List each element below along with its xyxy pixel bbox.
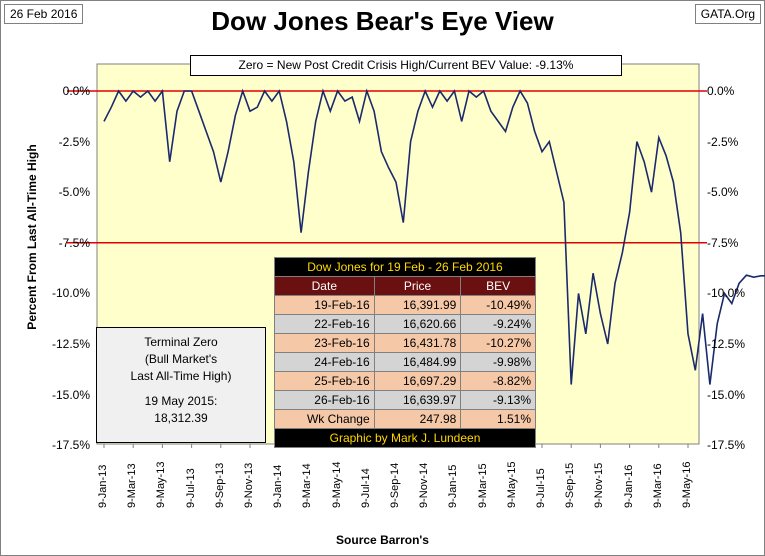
- x-tick-label: 9-Jul-14: [359, 468, 372, 508]
- cell-price: 16,639.97: [373, 390, 462, 410]
- terminal-line-2: (Bull Market's: [144, 352, 218, 366]
- cell-price: 16,391.99: [373, 295, 462, 315]
- col-header-bev: BEV: [460, 276, 536, 296]
- x-tick-label: 9-Mar-16: [651, 463, 664, 508]
- wk-change-bev: 1.51%: [460, 409, 536, 429]
- x-tick-label: 9-May-13: [155, 461, 168, 508]
- wk-change-price: 247.98: [373, 409, 462, 429]
- x-tick-label: 9-May-14: [330, 461, 343, 508]
- wk-change-row: Wk Change 247.98 1.51%: [274, 409, 536, 429]
- source-tag: GATA.Org: [694, 4, 761, 24]
- x-axis-label: Source Barron's: [336, 533, 429, 547]
- x-tick-label: 9-Sep-15: [564, 462, 577, 508]
- table-row: 23-Feb-16 16,431.78 -10.27%: [274, 333, 536, 353]
- x-tick-label: 9-Jan-15: [447, 464, 460, 508]
- terminal-line-1: Terminal Zero: [144, 335, 218, 349]
- cell-bev: -8.82%: [460, 371, 536, 391]
- cell-date: 24-Feb-16: [274, 352, 375, 372]
- y-tick-right: -7.5%: [707, 235, 739, 250]
- cell-price: 16,484.99: [373, 352, 462, 372]
- cell-price: 16,697.29: [373, 371, 462, 391]
- weekly-data-table: Dow Jones for 19 Feb - 26 Feb 2016 Date …: [274, 257, 536, 448]
- x-tick-label: 9-Jul-13: [184, 468, 197, 508]
- y-tick-left: -10.0%: [51, 286, 90, 301]
- table-row: 22-Feb-16 16,620.66 -9.24%: [274, 314, 536, 334]
- x-tick-label: 9-Mar-14: [301, 463, 314, 508]
- chart-subtitle: Zero = New Post Credit Crisis High/Curre…: [190, 55, 622, 76]
- date-label: 26 Feb 2016: [4, 4, 84, 24]
- y-tick-right: -2.5%: [707, 134, 739, 149]
- cell-bev: -10.49%: [460, 295, 536, 315]
- table-footer: Graphic by Mark J. Lundeen: [274, 428, 536, 448]
- wk-change-label: Wk Change: [274, 409, 375, 429]
- y-tick-left: -7.5%: [58, 235, 90, 250]
- y-tick-right: 0.0%: [707, 84, 735, 98]
- cell-bev: -9.98%: [460, 352, 536, 372]
- terminal-line-3: Last All-Time High): [130, 369, 232, 383]
- terminal-line-5: 18,312.39: [154, 411, 208, 425]
- cell-bev: -9.24%: [460, 314, 536, 334]
- terminal-zero-box: Terminal Zero (Bull Market's Last All-Ti…: [96, 327, 266, 443]
- x-tick-label: 9-Mar-13: [126, 463, 139, 508]
- cell-price: 16,431.78: [373, 333, 462, 353]
- y-tick-right: -10.0%: [707, 286, 746, 301]
- terminal-line-4: 19 May 2015:: [144, 394, 218, 408]
- cell-date: 22-Feb-16: [274, 314, 375, 334]
- cell-bev: -9.13%: [460, 390, 536, 410]
- col-header-price: Price: [373, 276, 462, 296]
- y-tick-right: -15.0%: [707, 387, 746, 402]
- chart-title: Dow Jones Bear's Eye View: [211, 6, 554, 36]
- y-tick-left: -2.5%: [58, 134, 90, 149]
- x-tick-label: 9-Jan-14: [272, 464, 285, 508]
- table-title: Dow Jones for 19 Feb - 26 Feb 2016: [274, 257, 536, 277]
- y-tick-left: -17.5%: [51, 438, 90, 453]
- table-row: 19-Feb-16 16,391.99 -10.49%: [274, 295, 536, 315]
- y-tick-right: -17.5%: [707, 438, 746, 453]
- x-tick-label: 9-Mar-15: [476, 463, 489, 508]
- x-tick-label: 9-Sep-14: [389, 462, 401, 508]
- table-row: 26-Feb-16 16,639.97 -9.13%: [274, 390, 536, 410]
- x-tick-label: 9-Nov-14: [418, 462, 431, 508]
- cell-date: 19-Feb-16: [274, 295, 375, 315]
- x-tick-label: 9-May-16: [681, 461, 693, 508]
- cell-bev: -10.27%: [460, 333, 536, 353]
- x-tick-label: 9-Nov-15: [593, 462, 606, 508]
- x-tick-label: 9-Nov-13: [243, 462, 255, 508]
- cell-date: 26-Feb-16: [274, 390, 375, 410]
- y-tick-left: -12.5%: [51, 337, 90, 351]
- series-line: [103, 88, 765, 385]
- cell-date: 23-Feb-16: [274, 333, 375, 353]
- x-tick-label: 9-May-15: [505, 461, 518, 508]
- x-tick-label: 9-Sep-13: [213, 462, 226, 508]
- table-row: 25-Feb-16 16,697.29 -8.82%: [274, 371, 536, 391]
- x-tick-label: 9-Jan-13: [97, 464, 109, 508]
- y-axis-label: Percent From Last All-Time High: [25, 144, 39, 330]
- y-tick-right: -12.5%: [707, 337, 746, 351]
- x-tick-label: 9-Jan-16: [622, 464, 635, 508]
- table-row: 24-Feb-16 16,484.99 -9.98%: [274, 352, 536, 372]
- y-tick-left: -5.0%: [58, 185, 90, 200]
- cell-date: 25-Feb-16: [274, 371, 375, 391]
- y-tick-left: 0.0%: [62, 84, 90, 98]
- y-tick-left: -15.0%: [51, 387, 90, 402]
- y-tick-right: -5.0%: [707, 185, 739, 200]
- col-header-date: Date: [274, 276, 375, 296]
- x-tick-label: 9-Jul-15: [535, 468, 547, 508]
- cell-price: 16,620.66: [373, 314, 462, 334]
